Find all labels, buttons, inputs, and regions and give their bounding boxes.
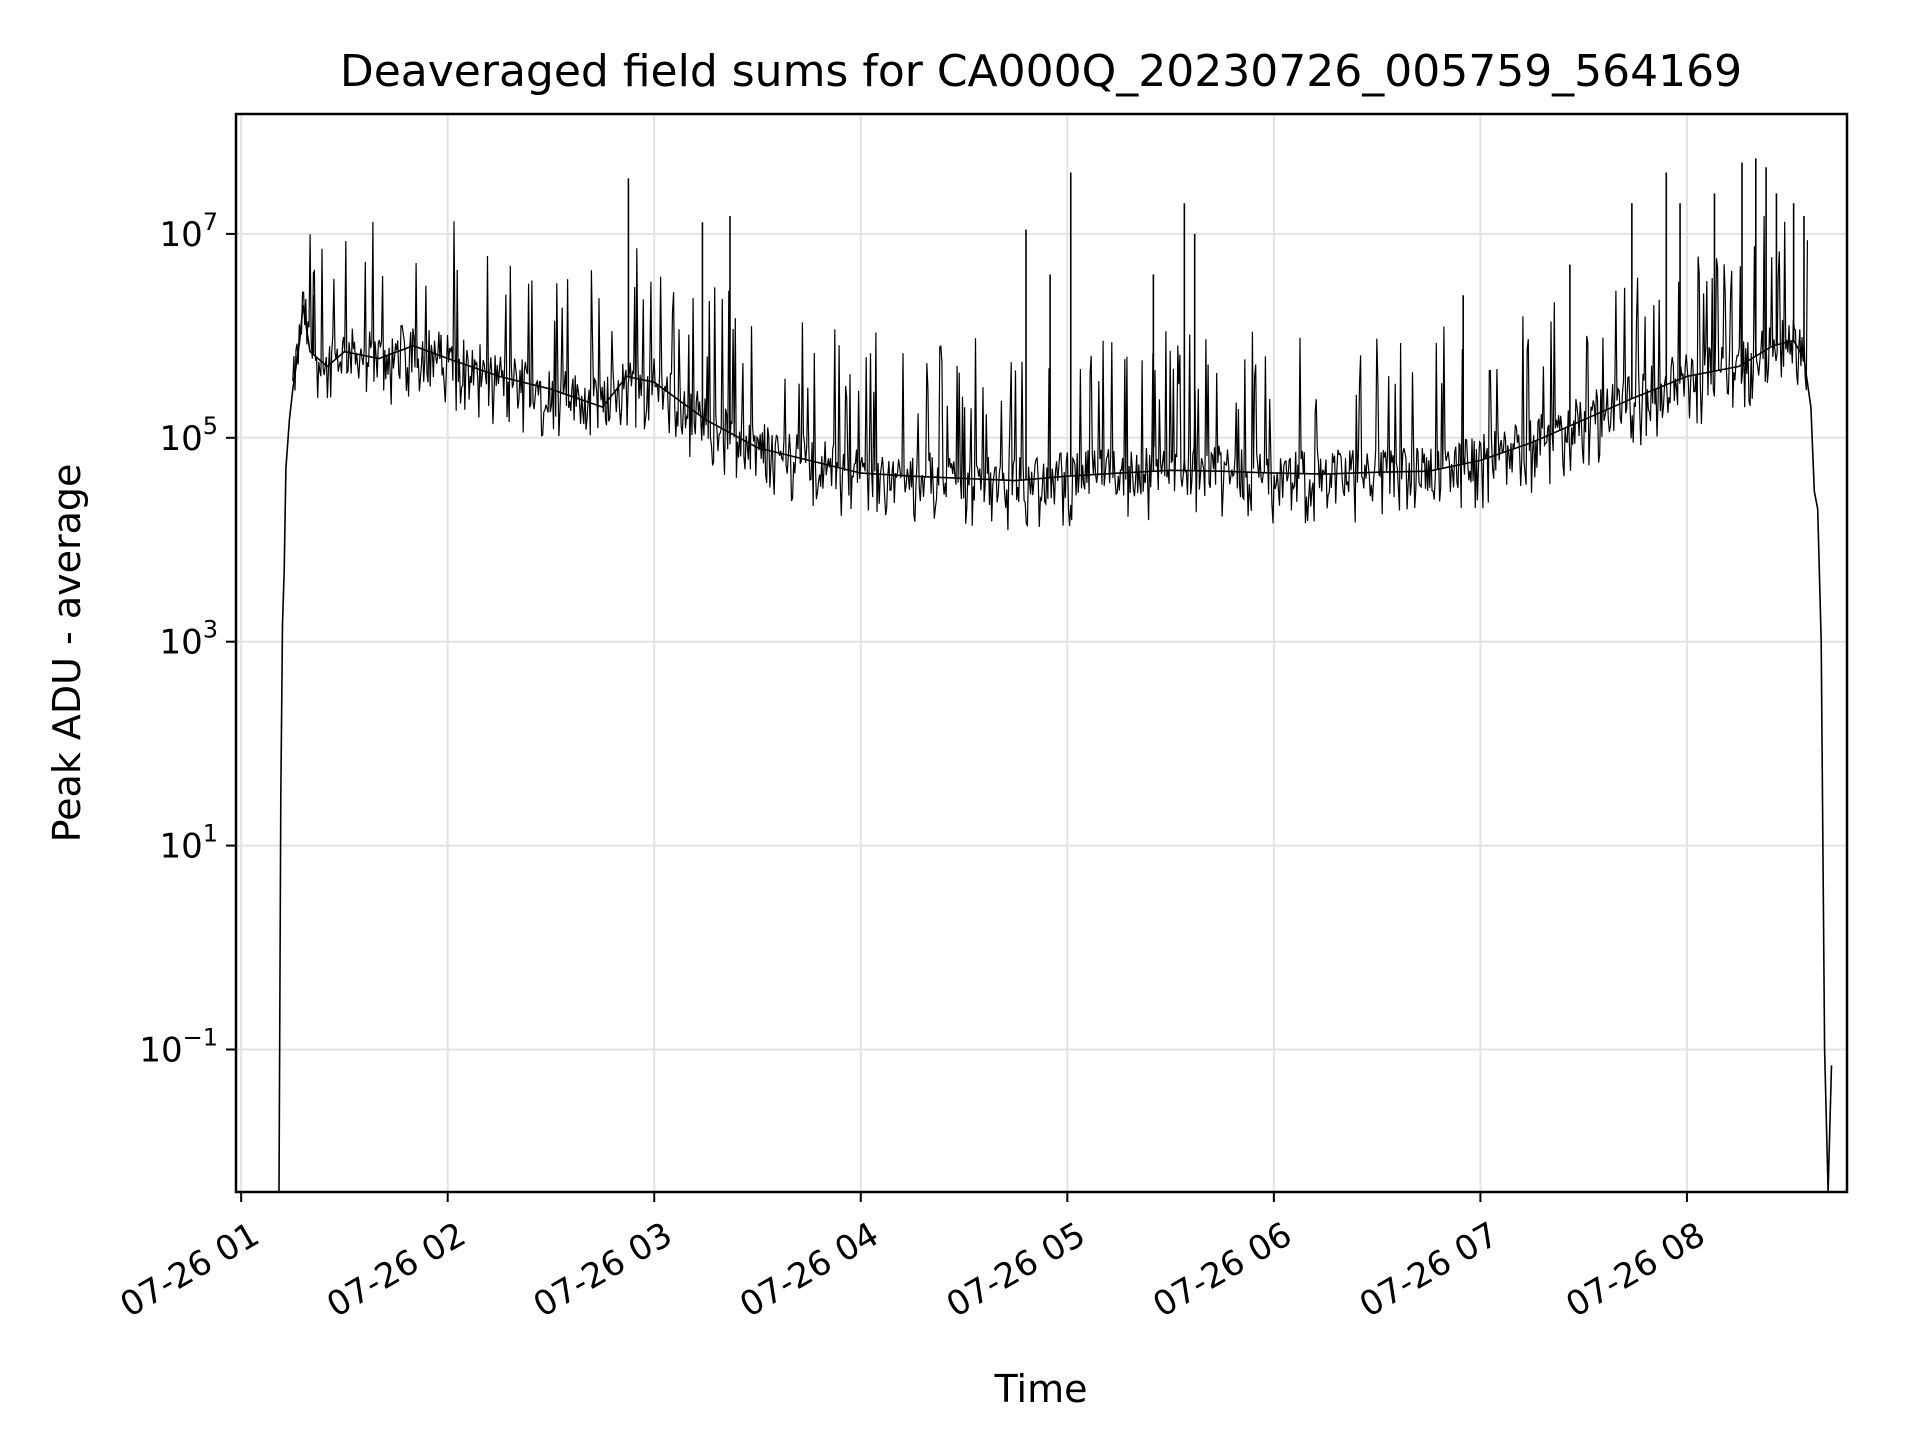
grid: [236, 114, 1847, 1192]
data-line-group: [278, 158, 1833, 1193]
y-axis-title: Peak ADU - average: [45, 464, 89, 843]
x-axis-title: Time: [994, 1367, 1088, 1411]
y-tick-label: 101: [159, 820, 218, 867]
chart-title: Deaveraged field sums for CA000Q_2023072…: [340, 46, 1742, 97]
y-tick-label: 10−1: [139, 1023, 218, 1070]
plot-frame: [234, 112, 1849, 1194]
y-tick-label: 107: [159, 208, 218, 255]
y-tick-label: 103: [159, 616, 218, 663]
y-axis: 107 105 103 101 10−1: [139, 208, 236, 1070]
y-tick-label: 105: [159, 412, 218, 459]
